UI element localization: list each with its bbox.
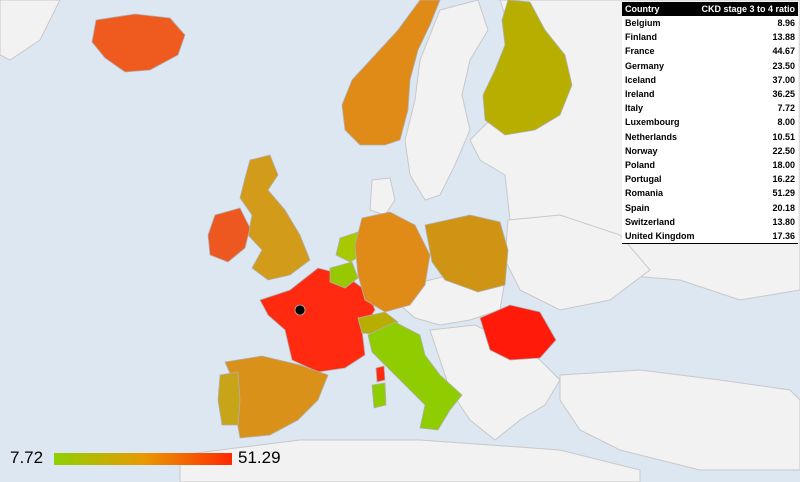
row-country: Norway	[625, 145, 658, 156]
table-row: Poland 18.00	[622, 158, 798, 172]
data-countries	[91, 0, 573, 439]
row-value: 13.88	[772, 32, 795, 43]
table-row: Iceland 37.00	[622, 73, 798, 87]
row-country: Ireland	[625, 89, 655, 100]
country-romania	[479, 304, 557, 361]
row-value: 18.00	[772, 160, 795, 171]
country-finland	[482, 0, 573, 136]
row-country: Iceland	[625, 74, 657, 85]
country-iceland	[91, 13, 186, 73]
country-norway	[341, 0, 441, 146]
country-france	[259, 267, 376, 373]
row-country: Belgium	[625, 18, 661, 28]
row-country: Finland	[625, 32, 657, 43]
country-belgium	[329, 261, 359, 289]
row-country: Italy	[625, 103, 644, 114]
row-country: Poland	[625, 160, 656, 171]
row-country: Switzerland	[625, 216, 676, 227]
row-value: 8.96	[777, 18, 795, 28]
country-luxembourg-marker	[294, 304, 306, 316]
table-row: Norway 22.50	[622, 144, 798, 158]
country-germany	[354, 211, 431, 313]
row-country: Romania	[625, 188, 664, 199]
row-value: 16.22	[772, 174, 795, 185]
row-value: 13.80	[772, 216, 795, 227]
country-sardinia	[371, 382, 387, 409]
table-header: Country CKD stage 3 to 4 ratio	[622, 2, 798, 16]
table-row: Finland 13.88	[622, 30, 798, 44]
country-italy	[367, 321, 463, 431]
row-value: 20.18	[772, 202, 795, 213]
legend-max-label: 51.29	[238, 448, 281, 467]
country-corsica	[375, 365, 386, 383]
table-row: Netherlands 10.51	[622, 130, 798, 144]
row-country: Spain	[625, 202, 650, 213]
data-table: Country CKD stage 3 to 4 ratio Belgium 8.…	[622, 2, 798, 245]
row-country: Germany	[625, 60, 665, 71]
legend-gradient-bar	[54, 453, 232, 465]
row-value: 36.25	[772, 89, 795, 100]
row-country: United Kingdom	[625, 231, 695, 242]
country-portugal	[217, 371, 241, 426]
table-row: Portugal 16.22	[622, 172, 798, 186]
table-row: Romania 51.29	[622, 186, 798, 200]
row-country: France	[625, 46, 655, 57]
row-value: 10.51	[772, 131, 795, 142]
row-value: 8.00	[777, 117, 795, 128]
header-value: CKD stage 3 to 4 ratio	[701, 4, 795, 14]
row-value: 37.00	[772, 74, 795, 85]
table-row: France 44.67	[622, 44, 798, 58]
row-value: 7.72	[777, 103, 795, 114]
country-poland	[424, 214, 509, 293]
table-row: United Kingdom 17.36	[622, 229, 798, 245]
country-uk	[239, 154, 311, 281]
row-value: 17.36	[772, 231, 795, 242]
row-country: Luxembourg	[625, 117, 680, 128]
table-row: Spain 20.18	[622, 201, 798, 215]
table-row: Germany 23.50	[622, 59, 798, 73]
row-country: Netherlands	[625, 131, 678, 142]
row-value: 23.50	[772, 60, 795, 71]
table-row: Belgium 8.96	[622, 16, 798, 30]
header-country: Country	[625, 4, 660, 14]
row-value: 51.29	[772, 188, 795, 199]
row-value: 44.67	[772, 46, 795, 57]
country-ireland	[207, 207, 251, 263]
table-row: Luxembourg 8.00	[622, 115, 798, 129]
row-country: Portugal	[625, 174, 662, 185]
table-row: Switzerland 13.80	[622, 215, 798, 229]
color-legend: 7.72 51.29	[6, 446, 306, 474]
table-row: Italy 7.72	[622, 101, 798, 115]
legend-min-label: 7.72	[10, 448, 44, 467]
row-value: 22.50	[772, 145, 795, 156]
table-row: Ireland 36.25	[622, 87, 798, 101]
